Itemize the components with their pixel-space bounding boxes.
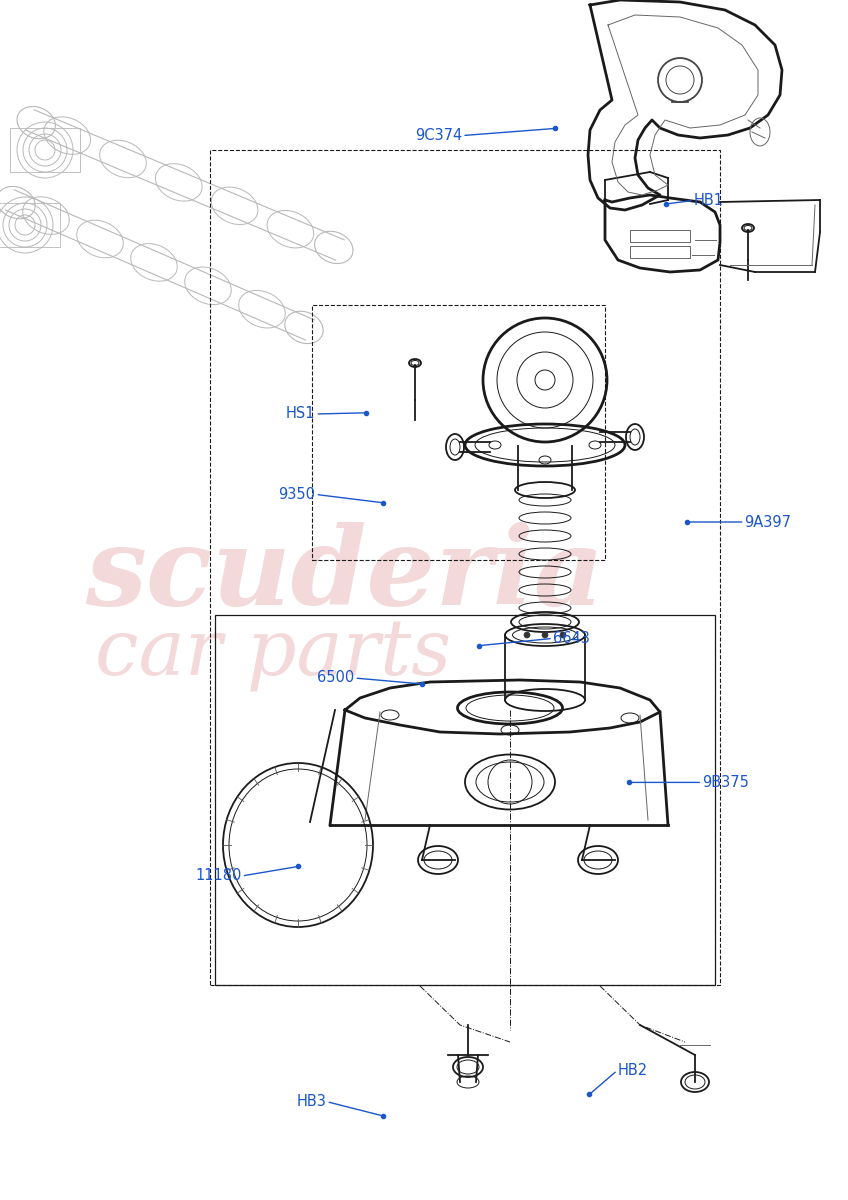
Bar — [630, 230, 690, 242]
Text: HB1: HB1 — [694, 193, 723, 208]
Circle shape — [524, 632, 530, 638]
Bar — [210, 150, 720, 985]
Text: 9350: 9350 — [278, 487, 315, 502]
Bar — [215, 614, 715, 985]
Text: car parts: car parts — [95, 616, 451, 691]
Text: 9C374: 9C374 — [415, 128, 462, 143]
Circle shape — [560, 632, 566, 638]
Text: HS1: HS1 — [286, 407, 315, 421]
Bar — [630, 246, 690, 258]
Text: 6500: 6500 — [317, 671, 354, 685]
Bar — [0, 203, 60, 247]
Text: 9B375: 9B375 — [702, 775, 749, 790]
Bar — [10, 128, 80, 172]
Text: HB3: HB3 — [297, 1094, 326, 1109]
Text: 9A397: 9A397 — [745, 515, 791, 529]
Text: 11180: 11180 — [195, 869, 242, 883]
Text: HB2: HB2 — [617, 1063, 648, 1078]
Text: scuderia: scuderia — [85, 522, 604, 628]
Circle shape — [542, 632, 548, 638]
Text: 6643: 6643 — [553, 631, 589, 646]
Bar — [312, 305, 605, 560]
